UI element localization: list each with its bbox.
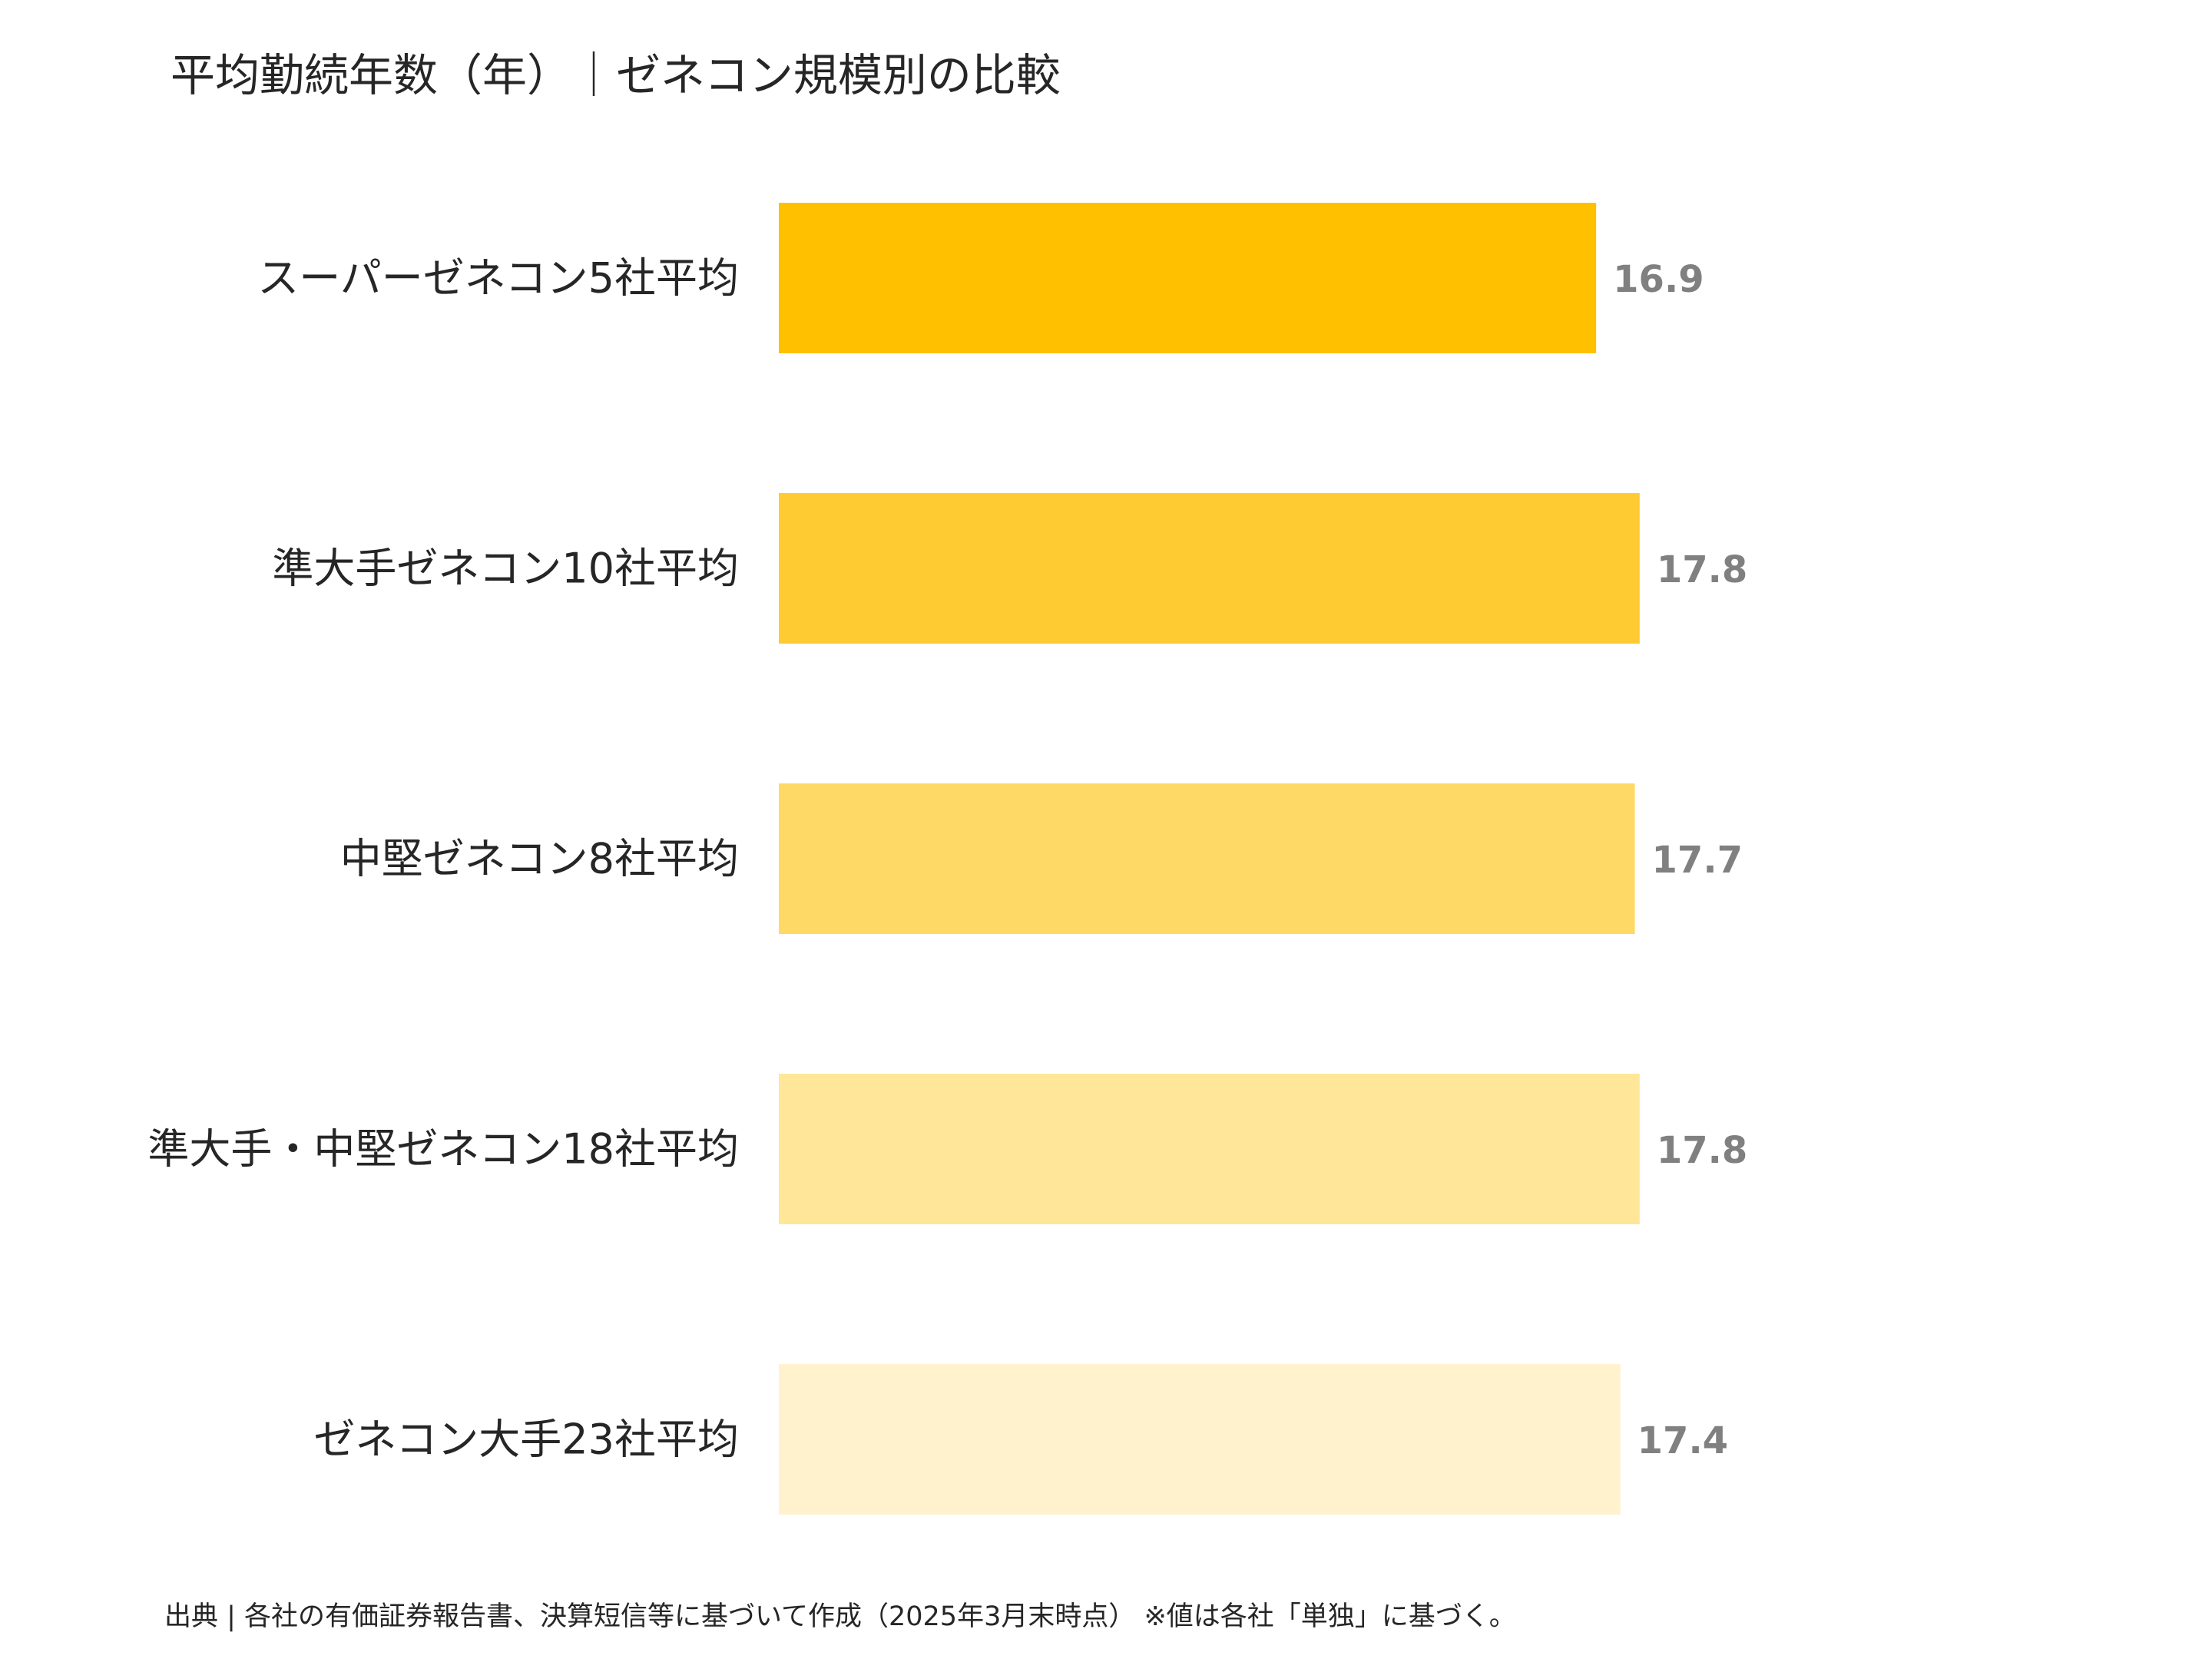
bar-2: [779, 493, 1640, 644]
chart-title: 平均勤続年数（年）｜ゼネコン規模別の比較: [171, 49, 1061, 101]
value-label-2: 17.8: [1657, 548, 1747, 591]
value-label-3: 17.7: [1652, 839, 1743, 882]
value-label-5: 17.4: [1637, 1419, 1728, 1462]
value-label-1: 16.9: [1613, 258, 1704, 301]
source-note: 出典 | 各社の有価証券報告書、決算短信等に基づいて作成（2025年3月末時点）…: [164, 1601, 1516, 1632]
value-label-4: 17.8: [1657, 1129, 1747, 1172]
category-label-1: スーパーゼネコン5社平均: [257, 254, 739, 303]
bar-4: [779, 1074, 1640, 1224]
bar-3: [779, 783, 1635, 934]
category-label-3: 中堅ゼネコン8社平均: [340, 835, 739, 883]
bar-1: [779, 203, 1597, 353]
category-label-5: ゼネコン大手23社平均: [313, 1416, 739, 1464]
bar-5: [779, 1364, 1621, 1515]
category-label-2: 準大手ゼネコン10社平均: [272, 545, 739, 593]
category-label-4: 準大手・中堅ゼネコン18社平均: [147, 1125, 739, 1174]
